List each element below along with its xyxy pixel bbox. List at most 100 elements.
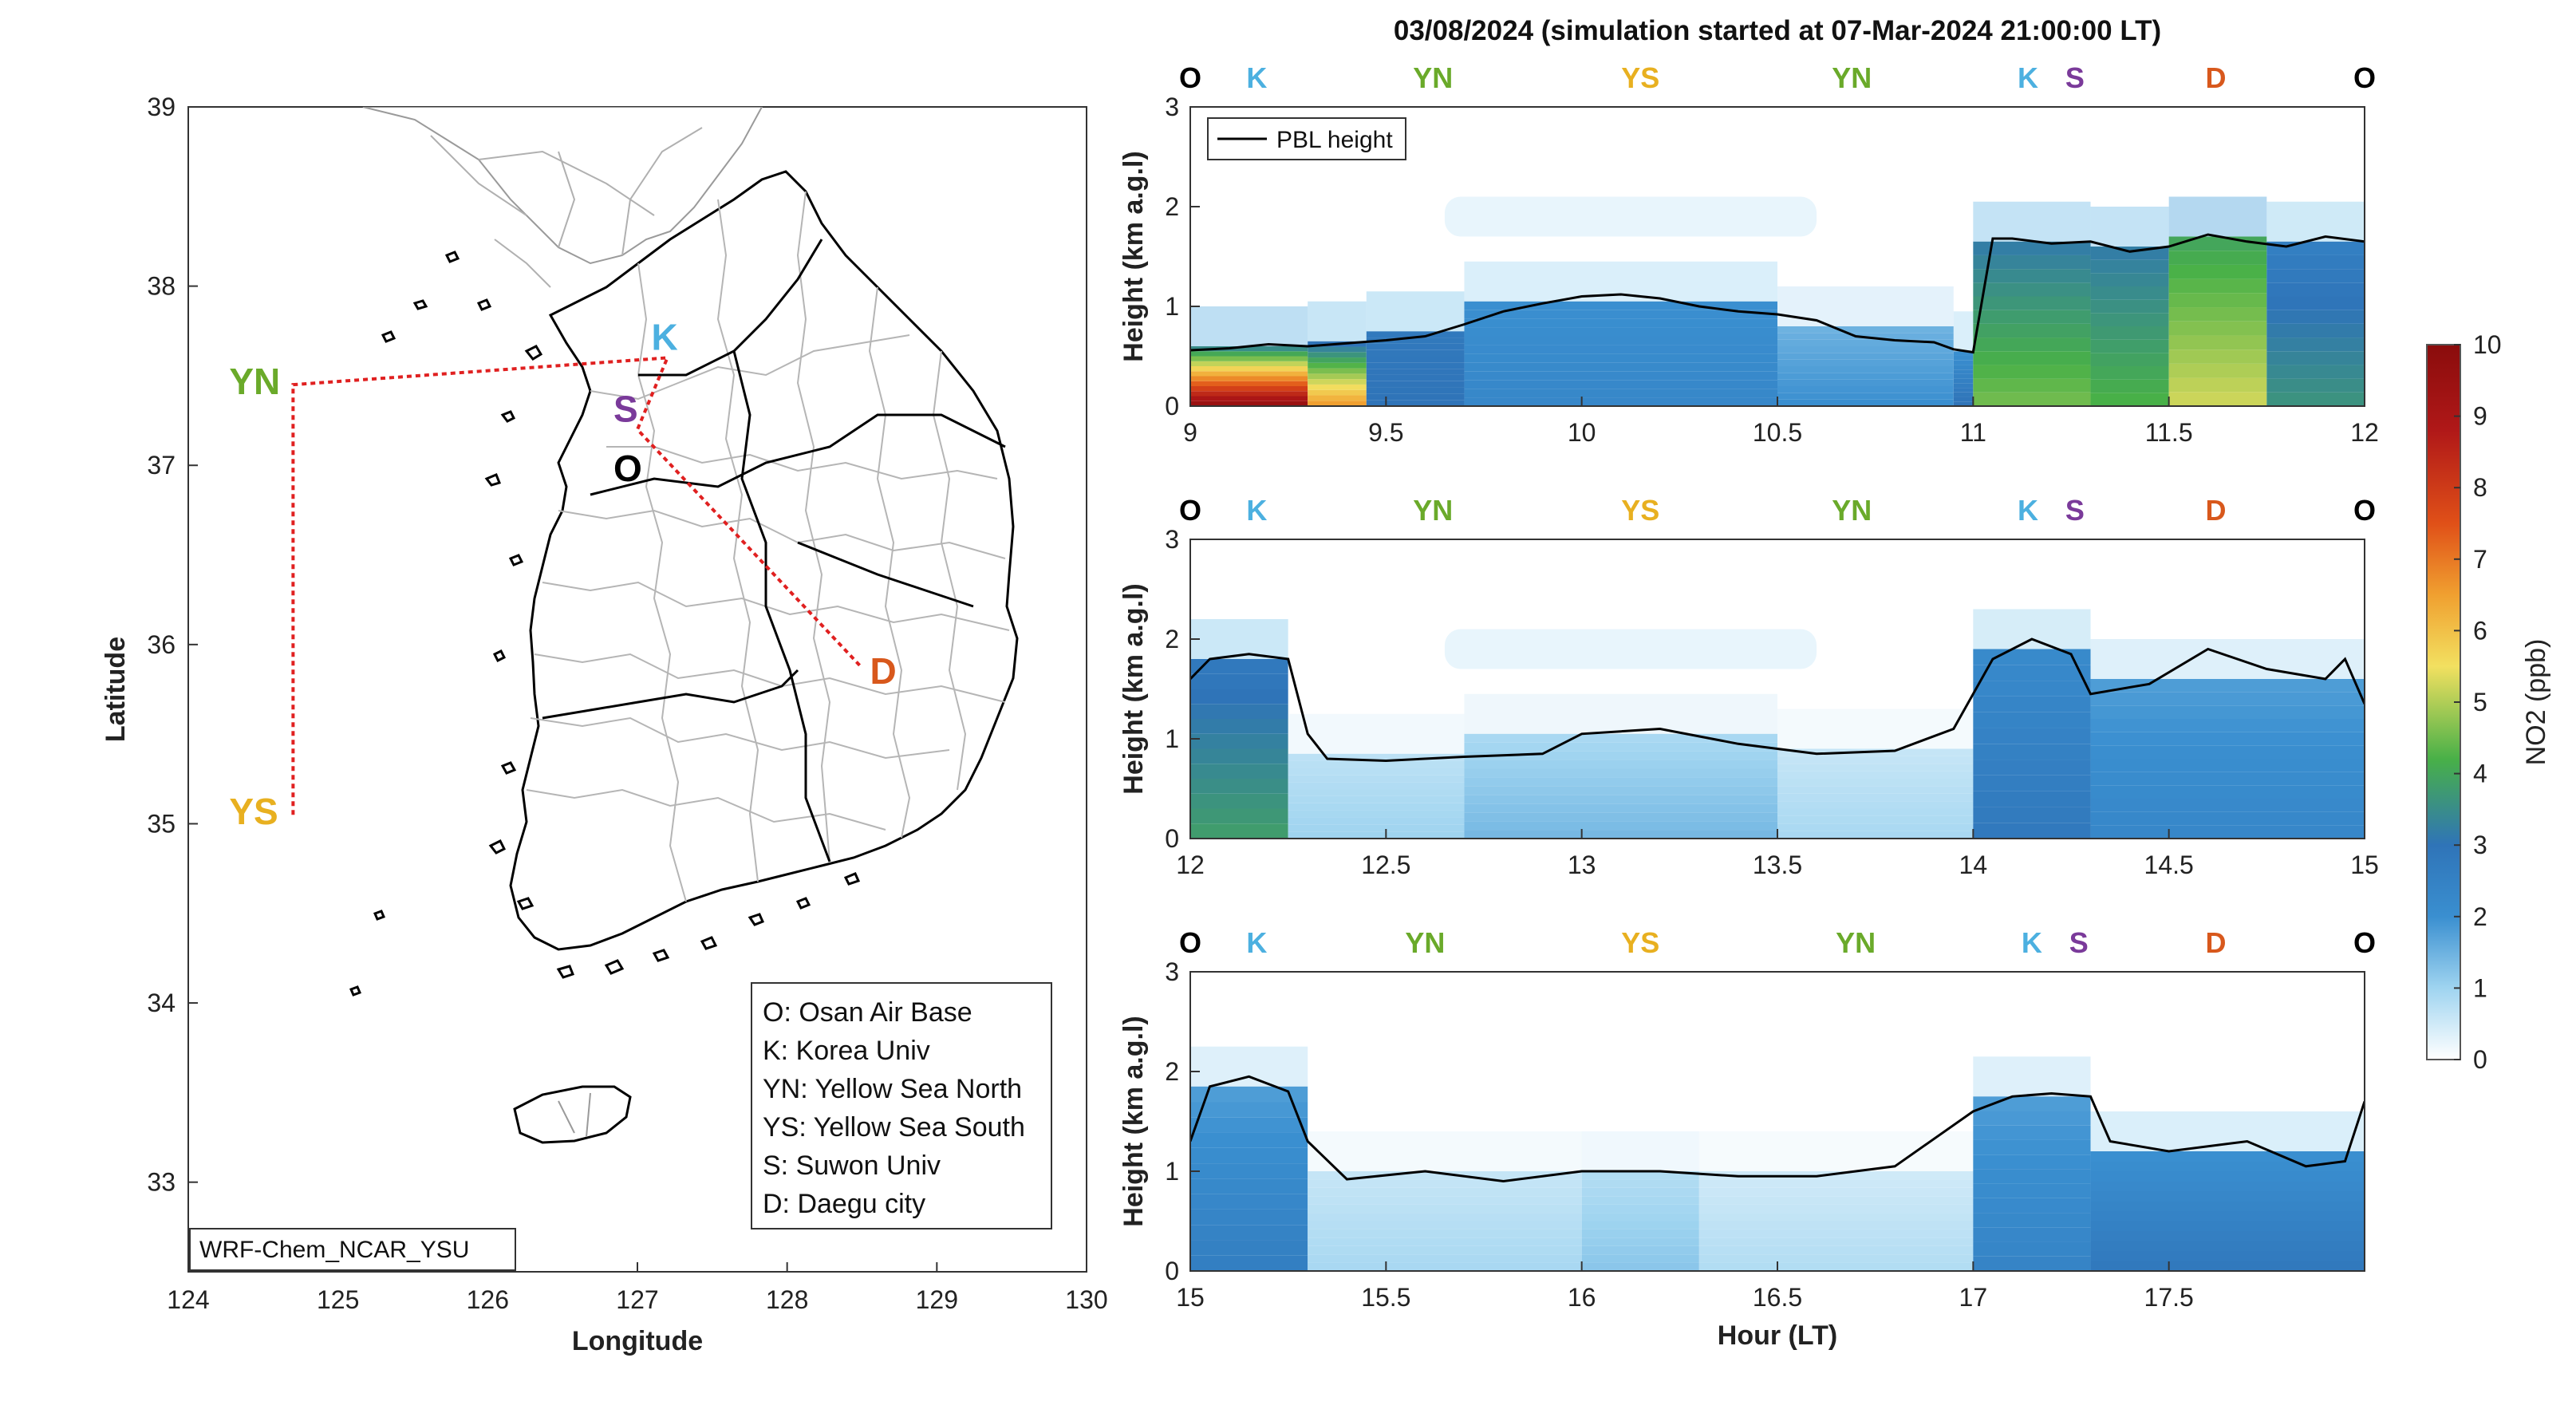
no2-haze: [1444, 196, 1817, 237]
no2-cell: [1464, 318, 1777, 328]
site-marker-o: O: [1179, 61, 1201, 94]
no2-cell: [2090, 273, 2169, 286]
no2-cell: [1777, 399, 1954, 406]
map-ytick-label: 38: [147, 272, 176, 301]
colorbar: 0 1 2 3 4 5 6 7 8 9 10 NO2 (ppb): [2426, 330, 2551, 1074]
no2-cell: [1190, 386, 1308, 392]
site-legend-entry: YS: Yellow Sea South: [763, 1112, 1025, 1143]
pbl-legend-label: PBL height: [1276, 127, 1393, 153]
ytick-label: 0: [1165, 1257, 1179, 1285]
no2-cell: [1190, 704, 1288, 719]
map-site-label-s: S: [613, 388, 638, 429]
ytick-label: 1: [1165, 1157, 1179, 1186]
no2-cell: [1777, 831, 1974, 839]
no2-cell: [1366, 387, 1465, 394]
no2-cell: [2168, 335, 2267, 350]
xtick-label: 11.5: [2145, 418, 2193, 447]
no2-cell: [2090, 259, 2169, 274]
map-ytick-label: 34: [147, 989, 176, 1017]
no2-cell: [1308, 352, 1367, 358]
no2-cell: [2266, 365, 2365, 379]
no2-cell: [1308, 346, 1367, 353]
colorbar-tick-label: 6: [2473, 616, 2487, 645]
site-legend-entry: D: Daegu city: [763, 1189, 925, 1219]
no2-cell: [1464, 786, 1777, 795]
no2-cell: [2090, 207, 2169, 247]
no2-cell: [1288, 760, 1465, 768]
transect-route: [291, 356, 863, 815]
no2-cell: [1288, 817, 1465, 825]
no2-cell: [1190, 1178, 1308, 1194]
no2-cell: [2090, 759, 2365, 772]
no2-cell: [1366, 343, 1465, 350]
map-site-labels: YN YS KSO D: [229, 316, 896, 832]
no2-cell: [2090, 732, 2365, 746]
no2-cell: [1366, 356, 1465, 363]
no2-cell: [2090, 1251, 2365, 1261]
no2-cell: [2168, 264, 2267, 279]
no2-cell: [1308, 1196, 1582, 1205]
no2-cell: [2090, 299, 2169, 314]
no2-cell: [1777, 779, 1974, 787]
map-ytick-label: 33: [147, 1168, 176, 1197]
no2-cell: [1366, 362, 1465, 369]
no2-cell: [1288, 795, 1465, 803]
no2-cell: [1973, 1198, 2091, 1214]
no2-cell: [1464, 353, 1777, 363]
no2-cell: [1581, 1171, 1699, 1180]
no2-cell: [2266, 378, 2365, 393]
no2-cell: [1366, 291, 1465, 332]
no2-cell: [1190, 659, 1288, 674]
no2-cell: [1698, 1237, 1974, 1246]
site-marker-yn: YN: [1405, 926, 1445, 959]
ytick-label: 2: [1165, 192, 1179, 221]
no2-cell: [1973, 1241, 2091, 1257]
no2-cell: [2090, 1201, 2365, 1211]
no2-cell: [1777, 393, 1954, 400]
no2-cell: [1973, 351, 2091, 365]
no2-cell: [1973, 760, 2091, 776]
no2-cell: [1581, 1187, 1699, 1197]
no2-cell: [1973, 241, 2091, 255]
colorbar-tick-label: 4: [2473, 760, 2487, 788]
no2-cell: [1308, 1204, 1582, 1214]
jeju-internal: [558, 1092, 591, 1138]
no2-cell: [1308, 395, 1367, 401]
no2-cell: [1973, 1139, 2091, 1155]
no2-cell: [1366, 349, 1465, 357]
xtick-label: 11: [1960, 418, 1986, 447]
no2-cell: [1973, 1256, 2091, 1271]
no2-cell: [1581, 1213, 1699, 1222]
no2-cell: [1777, 793, 1974, 802]
xtick-label: 13.5: [1753, 851, 1802, 879]
no2-cell: [1190, 401, 1308, 406]
no2-cell: [1308, 357, 1367, 363]
no2-cell: [1288, 789, 1465, 796]
no2-cell: [1464, 301, 1777, 310]
no2-cell: [1777, 708, 1974, 749]
site-marker-k: K: [2022, 926, 2042, 959]
model-label-box: [189, 1228, 516, 1271]
map-xtick-label: 128: [766, 1285, 808, 1314]
no2-cell: [2168, 363, 2267, 378]
no2-cell: [1777, 823, 1974, 831]
pbl-height-line: [1190, 233, 2365, 354]
site-marker-k: K: [1246, 61, 1267, 94]
no2-cell: [1953, 355, 1974, 361]
no2-cell: [1190, 719, 1288, 734]
no2-cell: [1190, 396, 1308, 401]
colorbar-tick-label: 0: [2473, 1045, 2487, 1074]
no2-cell: [1190, 1225, 1308, 1241]
no2-cell: [1308, 1245, 1582, 1255]
no2-cell: [2168, 236, 2267, 251]
no2-cell: [1973, 201, 2091, 242]
no2-cell: [2266, 255, 2365, 270]
no2-cell: [1973, 1056, 2091, 1097]
no2-cell: [1190, 366, 1308, 372]
no2-cell: [1777, 286, 1954, 326]
no2-cell: [1777, 353, 1954, 360]
no2-cell: [2168, 196, 2267, 237]
no2-cell: [1190, 689, 1288, 705]
no2-cell: [1190, 1132, 1308, 1148]
